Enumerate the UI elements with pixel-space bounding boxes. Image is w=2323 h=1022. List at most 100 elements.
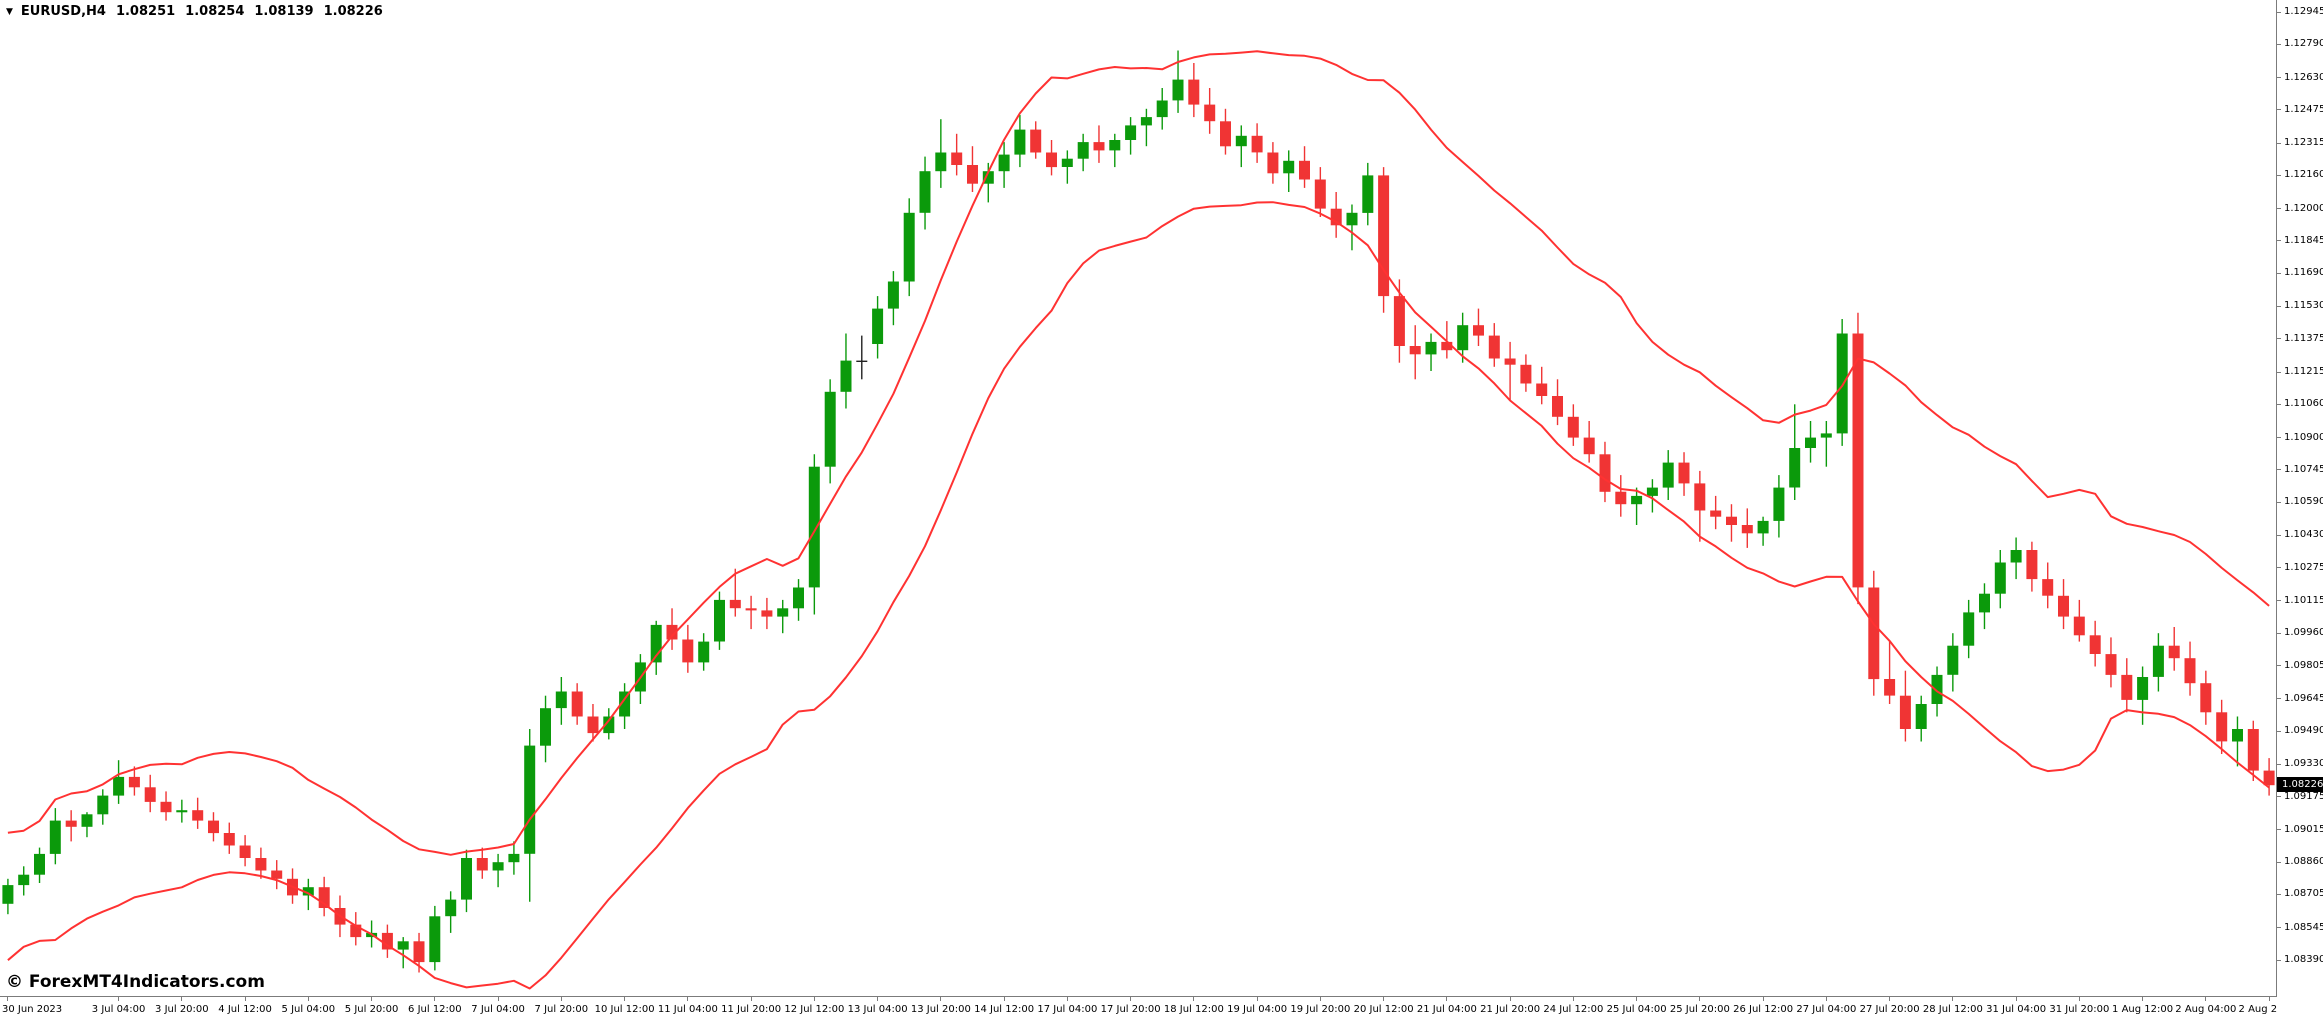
time-label: 11 Jul 04:00 — [657, 1004, 718, 1015]
price-tick — [2277, 272, 2281, 274]
price-label: 1.11215 — [2284, 366, 2323, 378]
price-tick — [2277, 829, 2281, 831]
price-tick — [2277, 305, 2281, 307]
time-tick — [1319, 997, 1321, 1001]
time-label: 25 Jul 04:00 — [1606, 1004, 1667, 1015]
candle-body — [1694, 483, 1706, 511]
time-label: 17 Jul 20:00 — [1100, 1004, 1161, 1015]
time-tick — [2015, 997, 2017, 1001]
candle-body — [1283, 160, 1295, 174]
candle-body — [840, 360, 852, 392]
price-tick — [2277, 109, 2281, 111]
price-axis[interactable]: 1.08226 1.12945 1.12790 1.12630 1.12475 1.12… — [2276, 0, 2323, 996]
time-label: 14 Jul 12:00 — [974, 1004, 1035, 1015]
time-label: 1 Aug 12:00 — [2112, 1004, 2174, 1015]
time-label: 31 Jul 04:00 — [1986, 1004, 2047, 1015]
time-axis[interactable]: 30 Jun 2023 3 Jul 04:00 3 Jul 20:00 4 Jul 1… — [0, 996, 2277, 1022]
price-tick — [2277, 338, 2281, 340]
time-tick — [940, 997, 942, 1001]
candle-body — [1140, 117, 1152, 126]
candle-body — [2026, 550, 2038, 580]
time-tick — [371, 997, 373, 1001]
price-tick — [2277, 142, 2281, 144]
candle-body — [2042, 579, 2054, 596]
candle-body — [144, 787, 156, 802]
time-label: 28 Jul 12:00 — [1922, 1004, 1983, 1015]
time-tick — [118, 997, 120, 1001]
quote-high: 1.08254 — [185, 4, 245, 19]
price-label: 1.10275 — [2284, 561, 2323, 573]
copyright-watermark: © ForexMT4Indicators.com — [6, 972, 265, 992]
candlestick-chart[interactable] — [0, 0, 2277, 996]
price-label: 1.10900 — [2284, 431, 2323, 443]
candle-body — [571, 691, 583, 717]
candle-body — [1441, 341, 1453, 351]
candle-body — [2263, 770, 2275, 786]
time-tick — [2142, 997, 2144, 1001]
price-label: 1.09015 — [2284, 823, 2323, 835]
price-tick — [2277, 567, 2281, 569]
candle-body — [1820, 433, 1832, 438]
price-tick — [2277, 861, 2281, 863]
candle-body — [967, 165, 978, 184]
time-label: 26 Jul 12:00 — [1733, 1004, 1794, 1015]
candle-body — [1457, 325, 1469, 351]
candle-body — [1757, 520, 1769, 534]
price-label: 1.08390 — [2284, 954, 2323, 965]
time-label: 6 Jul 12:00 — [408, 1004, 462, 1015]
candle-body — [1899, 695, 1911, 729]
time-tick — [2205, 997, 2207, 1001]
time-tick — [1825, 997, 1827, 1001]
price-tick — [2277, 208, 2281, 210]
candle-body — [1915, 704, 1927, 729]
time-label: 20 Jul 12:00 — [1353, 1004, 1414, 1015]
candle-body — [761, 610, 773, 617]
candle-body — [223, 833, 235, 846]
candle-body — [1789, 448, 1801, 488]
price-tick — [2277, 240, 2281, 242]
time-tick — [560, 997, 562, 1001]
time-tick — [307, 997, 309, 1001]
quote-open: 1.08251 — [115, 4, 176, 19]
price-tick — [2277, 632, 2281, 634]
time-label: 2 Aug 20:00 — [2238, 1004, 2277, 1015]
price-label: 1.08705 — [2284, 888, 2323, 900]
price-label: 1.09175 — [2284, 790, 2323, 802]
time-label: 19 Jul 20:00 — [1290, 1004, 1351, 1015]
candle-body — [97, 795, 109, 815]
time-label: 21 Jul 04:00 — [1416, 1004, 1477, 1015]
candle-body — [1836, 333, 1848, 434]
candle-body — [1077, 142, 1089, 159]
time-label: 13 Jul 20:00 — [910, 1004, 971, 1015]
candle-body — [492, 862, 504, 871]
time-label: 25 Jul 20:00 — [1669, 1004, 1730, 1015]
candle-body — [1251, 135, 1263, 153]
candle-body — [255, 858, 267, 871]
price-label: 1.09960 — [2284, 627, 2323, 639]
time-tick — [1572, 997, 1574, 1001]
candle-body — [1805, 437, 1816, 448]
time-tick — [2268, 997, 2270, 1001]
candle-body — [113, 776, 125, 796]
time-tick — [244, 997, 246, 1001]
price-label: 1.10745 — [2284, 463, 2323, 475]
candle-body — [650, 624, 662, 663]
time-tick — [434, 997, 436, 1001]
time-tick — [1256, 997, 1258, 1001]
candle-body — [2105, 654, 2117, 675]
candle-body — [698, 641, 710, 663]
time-label: 4 Jul 12:00 — [218, 1004, 272, 1015]
price-label: 1.09805 — [2284, 659, 2323, 671]
time-tick — [1952, 997, 1954, 1001]
candle-body — [192, 810, 204, 821]
candle-body — [1583, 437, 1595, 455]
chart-plot-area[interactable] — [0, 0, 2277, 996]
candle-body — [1030, 129, 1042, 153]
candle-body — [1931, 674, 1943, 704]
time-label: 30 Jun 2023 — [2, 1004, 63, 1015]
candle-body — [1204, 104, 1216, 122]
envelope-lower-line — [7, 201, 2270, 990]
time-tick — [624, 997, 626, 1001]
candle-body — [1963, 612, 1975, 646]
symbol-dropdown-icon[interactable]: ▼ — [6, 6, 13, 17]
